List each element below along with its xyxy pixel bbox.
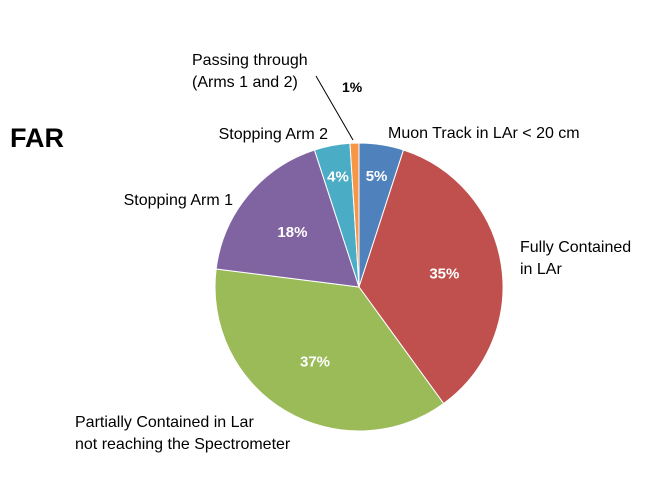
value-label-muon-track: 5% — [366, 168, 388, 185]
leader-line — [315, 75, 354, 141]
chart-title: FAR — [10, 123, 64, 153]
category-label-fully-contained: Fully Contained in LAr — [520, 239, 631, 278]
category-label-passing-through: Passing through (Arms 1 and 2) — [192, 52, 308, 91]
value-label-stopping-arm-2: 4% — [327, 169, 349, 186]
value-label-stopping-arm-1: 18% — [277, 224, 307, 241]
value-label-fully-contained: 35% — [429, 265, 459, 282]
value-label-passing-through: 1% — [342, 79, 363, 95]
pie-slices — [214, 142, 504, 432]
category-labels: Muon Track in LAr < 20 cm Fully Contained… — [75, 52, 631, 453]
category-label-stopping-arm-1: Stopping Arm 1 — [124, 192, 234, 209]
pie-slice-passing-through — [349, 142, 360, 288]
pie-slice-stopping-arm-1 — [215, 149, 360, 288]
category-label-partially-contained: Partially Contained in Lar not reaching t… — [75, 414, 291, 453]
value-label-partially-contained: 37% — [300, 353, 330, 370]
category-label-muon-track: Muon Track in LAr < 20 cm — [388, 125, 580, 142]
pie-slice-fully-contained — [358, 149, 504, 405]
category-label-stopping-arm-2: Stopping Arm 2 — [219, 126, 329, 143]
percentage-labels: 5% 35% 37% 18% 4% 1% — [277, 79, 459, 370]
pie-slice-partially-contained — [214, 268, 445, 432]
